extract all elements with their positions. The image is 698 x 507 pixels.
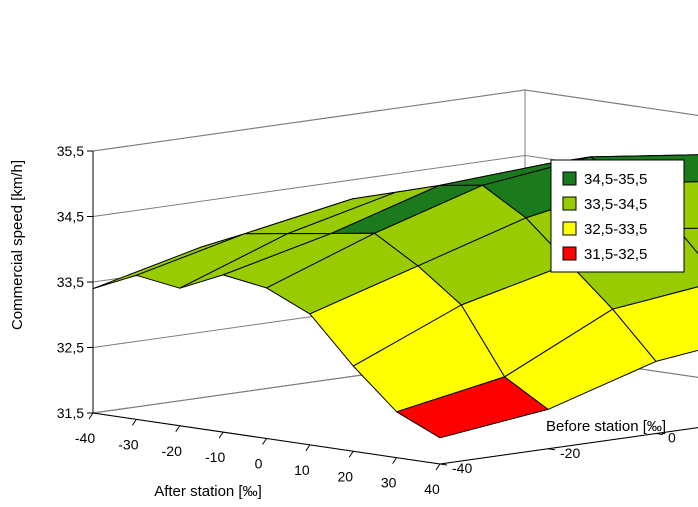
x-tick-label-7: 30 <box>381 475 397 491</box>
gridline-z-3 <box>92 154 698 217</box>
legend-swatch-2 <box>562 221 577 236</box>
x-axis-line <box>92 412 441 465</box>
y-axis-line <box>439 427 698 465</box>
y-tick-label-1: -20 <box>560 445 580 461</box>
x-tick-label-5: 10 <box>294 462 310 478</box>
y-tick-label-0: -40 <box>452 460 472 476</box>
x-tick-5 <box>305 444 311 452</box>
legend-label-0: 34,5-35,5 <box>584 171 647 188</box>
x-tick-8 <box>435 463 441 471</box>
tick-labels: 31,5 32,5 33,5 34,5 35,5 -40 -30 -20 -10 0 10 20 30 4… <box>57 143 676 497</box>
z-axis-title: Commercial speed [km/h] <box>9 160 26 330</box>
legend-swatch-3 <box>562 246 577 261</box>
gridline-z-4 <box>92 89 698 152</box>
z-tick-label-3: 34,5 <box>57 209 84 225</box>
x-tick-0 <box>88 412 94 420</box>
x-tick-1 <box>131 419 137 426</box>
x-tick-2 <box>175 425 181 433</box>
x-axis-title: After station [‰] <box>154 483 262 500</box>
z-tick-label-0: 31,5 <box>57 405 84 421</box>
y-axis-title: Before station [‰] <box>546 418 666 435</box>
z-tick-label-2: 33,5 <box>57 274 84 290</box>
surface-patch-0-7 <box>396 376 549 439</box>
x-tick-label-8: 40 <box>424 481 440 497</box>
legend: 34,5-35,5 33,5-34,5 32,5-33,5 31,5-32,5 <box>550 159 685 273</box>
legend-swatch-0 <box>562 171 577 186</box>
x-tick-7 <box>392 457 398 464</box>
chart-axes <box>87 150 698 471</box>
x-tick-6 <box>348 450 354 458</box>
legend-swatch-1 <box>562 196 577 211</box>
x-tick-label-2: -20 <box>162 443 182 459</box>
legend-label-1: 33,5-34,5 <box>584 196 647 213</box>
legend-label-2: 32,5-33,5 <box>584 221 647 238</box>
z-tick-label-1: 32,5 <box>57 340 84 356</box>
x-tick-4 <box>262 438 267 445</box>
x-tick-3 <box>218 431 224 439</box>
y-tick-label-2: 0 <box>668 430 676 446</box>
x-tick-label-1: -30 <box>118 436 138 452</box>
z-tick-label-4: 35,5 <box>57 143 84 159</box>
x-tick-label-6: 20 <box>337 468 353 484</box>
legend-label-3: 31,5-32,5 <box>584 246 647 263</box>
x-tick-label-0: -40 <box>75 430 95 446</box>
x-tick-label-3: -10 <box>205 449 225 465</box>
x-tick-label-4: 0 <box>255 456 263 472</box>
